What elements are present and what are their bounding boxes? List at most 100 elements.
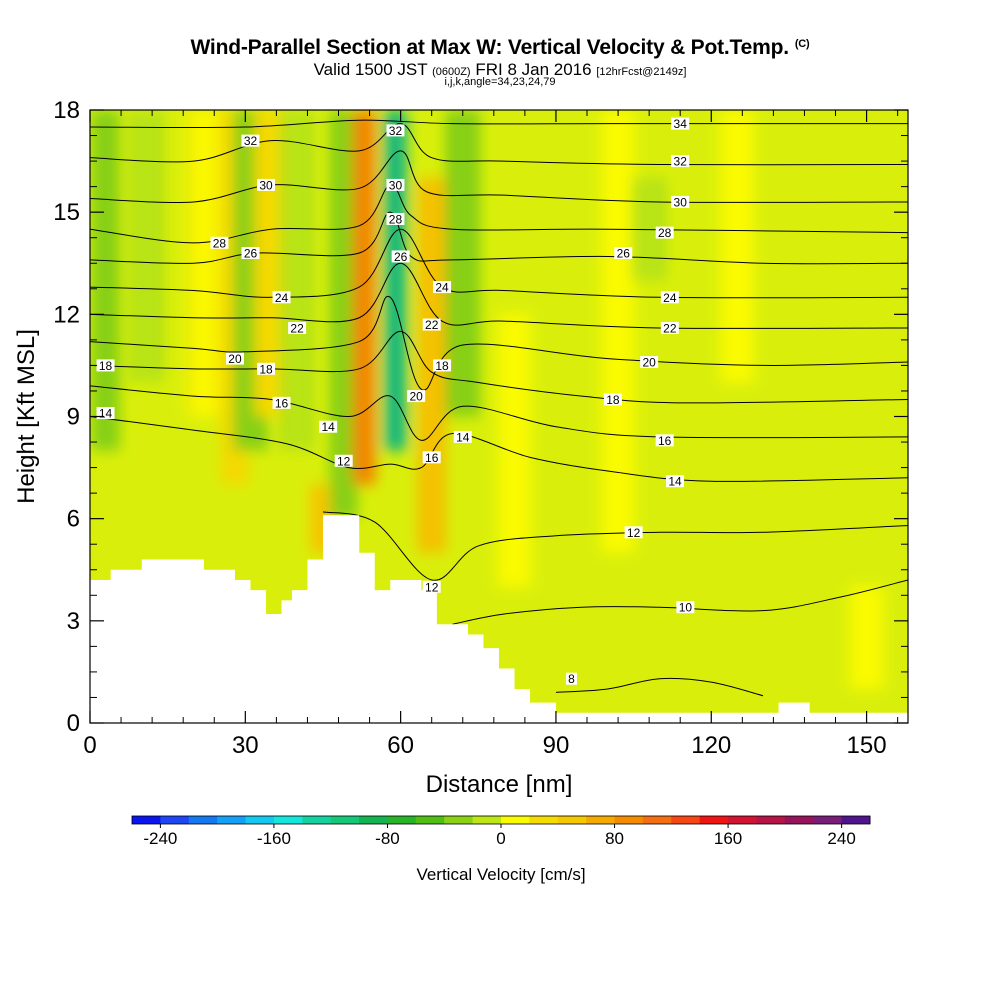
colorbar-swatch-1 bbox=[160, 816, 190, 824]
valid-utc: (0600Z) bbox=[432, 66, 471, 78]
contour-label-bg-27 bbox=[614, 247, 633, 260]
contour-label-bg-16 bbox=[225, 352, 244, 365]
contour-label-5: 14 bbox=[99, 407, 113, 421]
contour-label-19: 22 bbox=[290, 321, 304, 335]
contour-label-33: 30 bbox=[674, 195, 688, 209]
y-tick-label-18: 18 bbox=[53, 97, 80, 124]
contour-label-bg-10 bbox=[422, 451, 441, 464]
velocity-column-13-core-2 bbox=[504, 314, 525, 587]
colorbar-swatch-11 bbox=[444, 816, 474, 824]
colorbar-swatch-22 bbox=[756, 816, 786, 824]
colorbar-swatch-10 bbox=[415, 816, 445, 824]
contour-label-35: 32 bbox=[389, 124, 403, 138]
contour-label-bg-9 bbox=[272, 396, 291, 409]
contour-label-bg-33 bbox=[671, 195, 690, 208]
colorbar-swatch-19 bbox=[671, 816, 701, 824]
contour-label-20: 22 bbox=[425, 318, 439, 332]
contour-label-bg-20 bbox=[422, 318, 441, 331]
contour-label-bg-17 bbox=[407, 390, 426, 403]
contour-label-29: 28 bbox=[389, 212, 403, 226]
contour-label-16: 20 bbox=[228, 352, 242, 366]
colorbar-swatch-0 bbox=[132, 816, 161, 824]
contour-label-4: 12 bbox=[337, 454, 351, 468]
contour-label-26: 26 bbox=[394, 250, 408, 264]
contour-label-2: 12 bbox=[425, 580, 439, 594]
contour-label-bg-22 bbox=[272, 291, 291, 304]
contour-label-bg-23 bbox=[433, 281, 452, 294]
x-tick-label-150: 150 bbox=[847, 732, 887, 759]
colorbar-swatch-25 bbox=[841, 816, 871, 824]
contour-label-11: 16 bbox=[658, 434, 672, 448]
colorbar-swatch-14 bbox=[529, 816, 559, 824]
forecast-info: [12hrFcst@2149z] bbox=[596, 66, 687, 78]
y-axis-label: Height [Kft MSL] bbox=[13, 329, 40, 504]
velocity-column-6-core-2 bbox=[287, 110, 307, 451]
contour-label-bg-29 bbox=[386, 212, 405, 225]
colorbar-swatch-3 bbox=[217, 816, 247, 824]
contour-label-15: 18 bbox=[606, 393, 620, 407]
grid-indices: i,j,k,angle=34,23,24,79 bbox=[444, 76, 556, 88]
theta-contour-12 bbox=[322, 511, 908, 581]
contour-label-22: 24 bbox=[275, 291, 289, 305]
contour-label-1: 10 bbox=[679, 601, 693, 615]
contour-label-30: 28 bbox=[658, 226, 672, 240]
contour-label-bg-8 bbox=[666, 475, 685, 488]
contour-label-34: 32 bbox=[244, 134, 258, 148]
contour-label-bg-1 bbox=[676, 601, 695, 614]
theta-contour-32 bbox=[90, 123, 908, 166]
velocity-column-9-core-2 bbox=[357, 110, 371, 485]
contour-labels: 8 10 12 12 12 14 14 14 14 16 16 16 18 18 18 18 20 20 20 22 2… bbox=[96, 117, 695, 686]
x-tick-label-0: 0 bbox=[83, 732, 96, 759]
colorbar-tick-label-160: 160 bbox=[714, 829, 742, 848]
theta-contour-10 bbox=[452, 579, 908, 625]
y-tick-label-3: 3 bbox=[67, 608, 80, 635]
contour-label-8: 14 bbox=[668, 475, 682, 489]
chart-title-text: Wind-Parallel Section at Max W: Vertical… bbox=[190, 36, 790, 59]
contour-label-bg-34 bbox=[241, 134, 260, 147]
contour-label-bg-37 bbox=[671, 117, 690, 130]
contour-label-32: 30 bbox=[389, 178, 403, 192]
contour-label-bg-15 bbox=[603, 393, 622, 406]
axes: 0 30 60 90 120 150 0 3 6 9 12 15 18 Distance [nm] Heig… bbox=[13, 97, 909, 798]
contour-label-bg-36 bbox=[671, 155, 690, 168]
theta-contour-8 bbox=[555, 677, 764, 697]
contour-label-bg-2 bbox=[422, 580, 441, 593]
contour-label-bg-11 bbox=[655, 434, 674, 447]
theta-contour-24 bbox=[90, 228, 908, 299]
contour-label-bg-24 bbox=[660, 291, 679, 304]
colorbar-swatch-24 bbox=[813, 816, 843, 824]
colorbar-swatch-13 bbox=[501, 816, 530, 824]
theta-contour-20 bbox=[90, 295, 908, 391]
contour-label-bg-28 bbox=[210, 236, 229, 249]
colorbar-tick-label-80: 80 bbox=[605, 829, 624, 848]
contour-label-bg-19 bbox=[288, 321, 307, 334]
valid-date: FRI 8 Jan 2016 bbox=[475, 60, 592, 79]
colorbar-tick-label--240: -240 bbox=[143, 829, 177, 848]
colorbar-swatch-9 bbox=[387, 816, 417, 824]
contour-label-14: 18 bbox=[435, 359, 449, 373]
contour-label-bg-14 bbox=[433, 359, 452, 372]
contour-label-bg-3 bbox=[624, 526, 643, 539]
colorbar-swatch-21 bbox=[728, 816, 757, 824]
contour-label-18: 20 bbox=[642, 356, 656, 370]
colorbar-swatch-23 bbox=[784, 816, 814, 824]
contour-label-10: 16 bbox=[425, 451, 439, 465]
contour-label-bg-0 bbox=[565, 672, 577, 685]
contour-label-24: 24 bbox=[663, 291, 677, 305]
contour-label-13: 18 bbox=[259, 362, 273, 376]
colorbar-tick-label-240: 240 bbox=[827, 829, 855, 848]
x-tick-label-90: 90 bbox=[543, 732, 570, 759]
contour-label-bg-21 bbox=[660, 321, 679, 334]
colorbar-tick-label--160: -160 bbox=[257, 829, 291, 848]
theta-contour-22 bbox=[90, 262, 908, 329]
contour-label-3: 12 bbox=[627, 526, 641, 540]
chart-title: Wind-Parallel Section at Max W: Vertical… bbox=[0, 36, 1000, 60]
colorbar-swatch-2 bbox=[188, 816, 218, 824]
x-tick-label-120: 120 bbox=[691, 732, 731, 759]
contour-label-bg-18 bbox=[640, 356, 659, 369]
colorbar-swatch-15 bbox=[557, 816, 587, 824]
velocity-column-17-core-2 bbox=[856, 586, 877, 689]
colorbar: -240 -160 -80 0 80 160 240 Vertical Velocity [c… bbox=[131, 815, 871, 884]
velocity-column-16-core-2 bbox=[727, 110, 747, 383]
valid-time: Valid 1500 JST bbox=[313, 60, 428, 79]
